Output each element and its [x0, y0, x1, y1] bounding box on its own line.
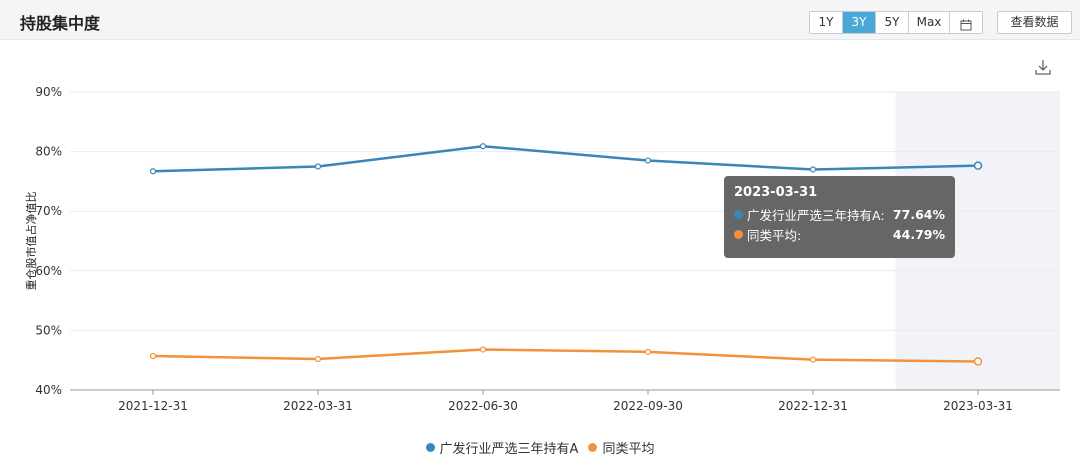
series-line-fund — [152, 144, 979, 173]
data-point-average — [314, 355, 322, 363]
legend-avg-dot — [588, 443, 598, 452]
y-tick-label: 60% — [35, 264, 62, 278]
legend-avg-label: 同类平均 — [602, 442, 655, 457]
tooltip-date: 2023-03-31 — [734, 185, 818, 200]
tooltip-row: 同类平均: 44.79% — [734, 224, 945, 244]
line-chart: 90% 80% 70% 60% 50% 40% 2021-12-31 2022-03-31 20… — [24, 85, 1060, 413]
chart-header: 持股集中度 1Y 3Y 5Y Max 查看数据 — [0, 0, 1080, 40]
legend-item-fund[interactable]: 广发行业严选三年持有A — [425, 438, 579, 457]
x-tick-label: 2023-03-31 — [943, 399, 1013, 413]
data-point-fund — [149, 168, 157, 175]
tooltip-fund-value: 77.64% — [892, 206, 945, 222]
time-range-selector: 1Y 3Y 5Y Max — [809, 11, 983, 34]
range-max-button[interactable]: Max — [909, 12, 950, 33]
data-point-average — [809, 356, 817, 363]
y-tick-label: 80% — [35, 145, 62, 159]
x-tick-label: 2022-09-30 — [613, 399, 683, 413]
tooltip-avg-dot — [734, 229, 743, 239]
data-point-fund — [314, 163, 322, 170]
range-3y-button[interactable]: 3Y — [843, 12, 876, 33]
download-icon[interactable] — [1033, 57, 1053, 77]
data-point-average — [479, 346, 487, 353]
x-tick-label: 2022-06-30 — [448, 399, 518, 413]
tooltip-avg-value: 44.79% — [892, 226, 945, 242]
calendar-button[interactable] — [950, 12, 982, 33]
data-point-fund — [479, 143, 487, 150]
x-tick-label: 2022-12-31 — [778, 399, 848, 413]
tooltip-avg-name: 同类平均: — [747, 227, 802, 243]
chart-tooltip: 2023-03-31 广发行业严选三年持有A: 77.64% 同类平均: 44.… — [724, 176, 955, 258]
data-point-average — [644, 348, 652, 355]
legend-fund-label: 广发行业严选三年持有A — [439, 442, 579, 457]
y-tick-label: 70% — [35, 204, 62, 218]
data-point-average — [149, 352, 157, 360]
y-tick-label: 40% — [35, 383, 62, 397]
data-point-fund — [973, 161, 983, 170]
range-1y-button[interactable]: 1Y — [810, 12, 843, 33]
calendar-icon — [960, 17, 972, 38]
tooltip-fund-dot — [734, 209, 743, 219]
chart-title: 持股集中度 — [20, 14, 101, 33]
data-point-average — [973, 357, 983, 366]
y-tick-label: 90% — [35, 85, 62, 99]
x-tick-label: 2021-12-31 — [118, 399, 188, 413]
tooltip-fund-name: 广发行业严选三年持有A: — [747, 207, 885, 223]
data-point-fund — [809, 166, 817, 173]
y-axis-title: 重仓股市值占净值比 — [24, 192, 38, 291]
legend-fund-dot — [425, 443, 435, 452]
view-data-button[interactable]: 查看数据 — [997, 11, 1072, 34]
y-tick-label: 50% — [35, 323, 62, 337]
data-point-fund — [644, 157, 652, 164]
range-5y-button[interactable]: 5Y — [876, 12, 909, 33]
series-line-average — [152, 348, 979, 363]
x-tick-label: 2022-03-31 — [283, 399, 353, 413]
legend-item-average[interactable]: 同类平均 — [588, 438, 654, 457]
tooltip-row: 广发行业严选三年持有A: 77.64% — [734, 204, 945, 224]
chart-legend: 广发行业严选三年持有A 同类平均 — [0, 438, 1080, 457]
